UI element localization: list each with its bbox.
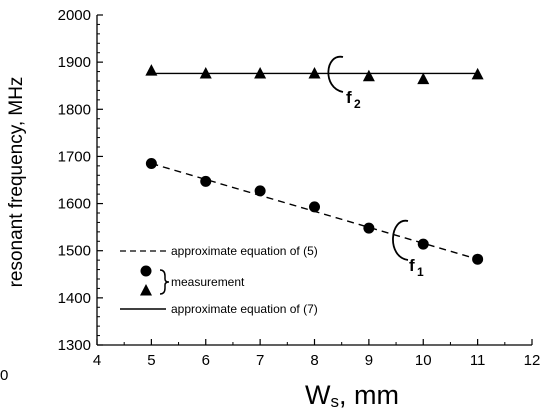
data-point-triangle [254, 66, 267, 79]
y-tick-label: 1500 [58, 243, 91, 260]
f2-subscript: 2 [354, 97, 361, 111]
f1-label: f [409, 256, 415, 275]
data-point-circle [309, 201, 320, 213]
y-tick-label: 2000 [58, 7, 91, 24]
x-tick-label: 11 [470, 352, 486, 369]
data-point-triangle [417, 72, 430, 85]
x-tick-label: 7 [256, 352, 264, 369]
x-tick-label: 4 [93, 352, 101, 369]
f2-bracket [327, 56, 344, 93]
plot-series [145, 64, 484, 265]
x-axis-ticks: 4 5 6 7 8 9 10 11 12 [93, 339, 541, 369]
annotations: f 2f 1 [327, 56, 424, 279]
x-axis-title: Ws, mm [305, 380, 399, 411]
y-tick-label: 1800 [58, 101, 91, 118]
x-tick-label: 12 [524, 352, 541, 369]
axes [96, 15, 532, 346]
legend-brace [159, 269, 170, 295]
y-tick-label: 1900 [58, 54, 91, 71]
stray-tick-label: 0 [0, 367, 8, 384]
y-tick-label: 1300 [58, 337, 91, 354]
legend-label-eq7: approximate equation of (7) [171, 302, 318, 316]
legend: approximate equation of (5) measurement ap… [120, 244, 318, 316]
data-point-triangle [308, 66, 321, 79]
f1-subscript: 1 [417, 265, 424, 279]
y-tick-label: 1700 [58, 148, 91, 165]
data-point-triangle [199, 66, 212, 79]
data-point-triangle [145, 64, 158, 76]
x-tick-label: 8 [310, 352, 318, 369]
legend-circle-marker [140, 265, 152, 277]
x-tick-label: 5 [147, 352, 155, 369]
y-tick-label: 1600 [58, 196, 91, 213]
data-point-triangle [362, 69, 375, 82]
x-tick-label: 9 [365, 352, 373, 369]
x-tick-label: 6 [202, 352, 210, 369]
data-point-circle [363, 222, 375, 234]
data-point-circle [417, 238, 429, 250]
data-point-circle [472, 253, 484, 265]
f2-label: f [346, 88, 352, 107]
legend-label-eq5: approximate equation of (5) [171, 244, 318, 258]
y-axis-ticks: 1300 1400 1500 1600 1700 1800 1900 2000 [58, 7, 103, 354]
x-tick-label: 10 [415, 352, 432, 369]
legend-triangle-marker [140, 284, 152, 296]
data-point-circle [254, 185, 266, 197]
y-tick-label: 1400 [58, 290, 91, 307]
y-axis-title: resonant frequency, MHz [6, 77, 27, 288]
data-point-circle [145, 158, 157, 169]
data-point-circle [200, 175, 212, 187]
f1-bracket [392, 220, 409, 261]
legend-label-measurement: measurement [171, 275, 245, 289]
